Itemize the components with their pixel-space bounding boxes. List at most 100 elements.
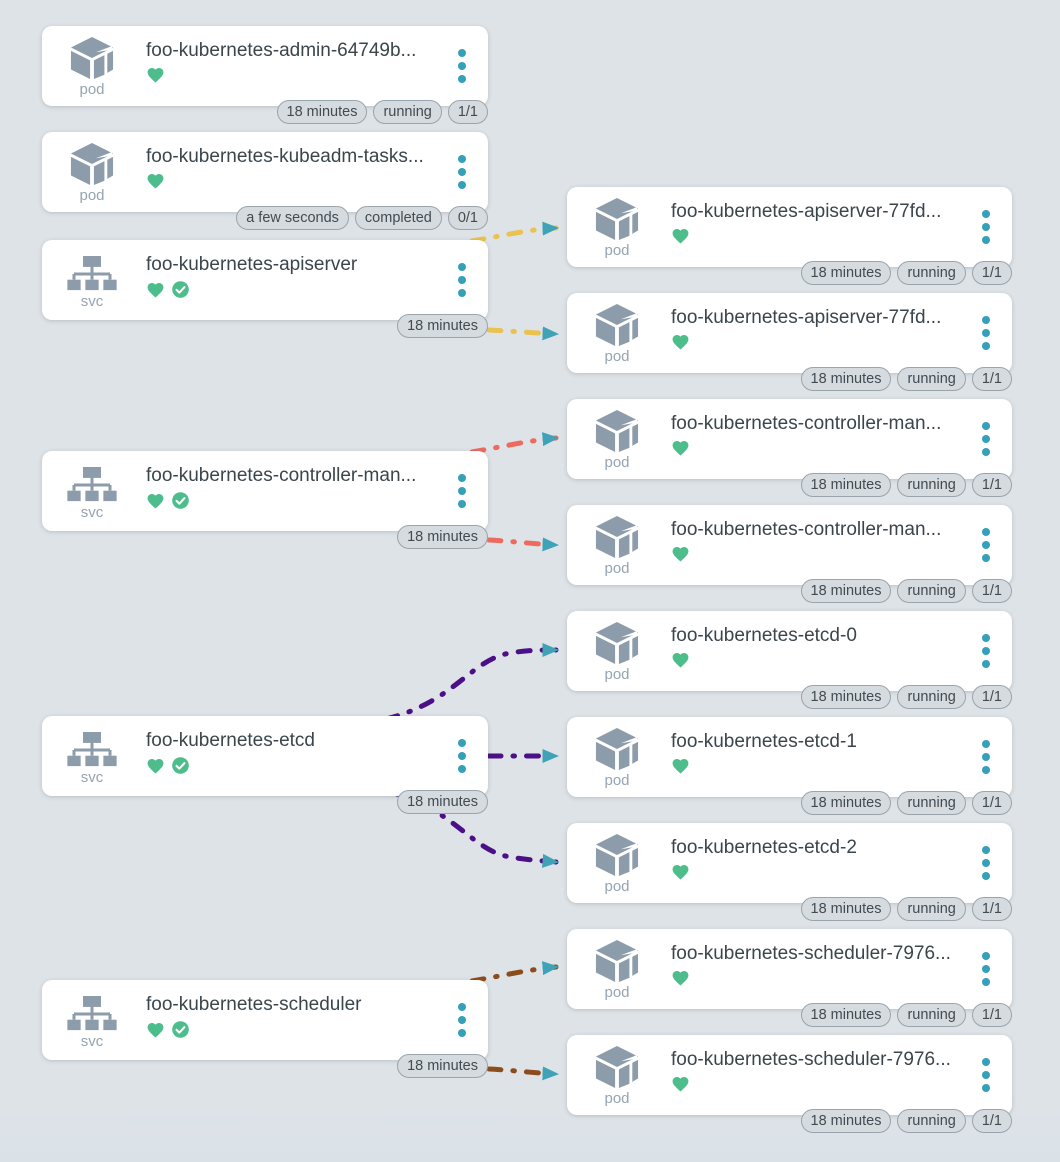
- status-badge: 1/1: [971, 579, 1012, 603]
- resource-title: foo-kubernetes-etcd-1: [671, 731, 857, 752]
- status-icons: [146, 756, 190, 775]
- resource-node-pod-apiserver-1[interactable]: pod foo-kubernetes-apiserver-77fd... 18 …: [567, 187, 1012, 287]
- service-tree-icon: [67, 467, 117, 502]
- resource-node-pod-scheduler-2[interactable]: pod foo-kubernetes-scheduler-7976... 18 …: [567, 1035, 1012, 1135]
- badge-row: 18 minutes running 1/1: [800, 685, 1012, 709]
- resource-title: foo-kubernetes-apiserver: [146, 254, 358, 275]
- resource-node-svc-apiserver[interactable]: svc foo-kubernetes-apiserver 18 minutes: [42, 240, 488, 340]
- node-menu-button[interactable]: [978, 846, 994, 880]
- badge-row: 18 minutes: [397, 314, 488, 338]
- resource-node-pod-admin[interactable]: pod foo-kubernetes-admin-64749b... 18 mi…: [42, 26, 488, 126]
- node-menu-button[interactable]: [978, 634, 994, 668]
- badge-row: 18 minutes running 1/1: [800, 473, 1012, 497]
- node-card[interactable]: pod foo-kubernetes-etcd-0: [567, 611, 1012, 691]
- node-menu-button[interactable]: [454, 474, 470, 508]
- status-badge: 1/1: [971, 261, 1012, 285]
- pod-cube-icon: [595, 303, 639, 347]
- resource-node-pod-controller-2[interactable]: pod foo-kubernetes-controller-man... 18 …: [567, 505, 1012, 605]
- resource-node-pod-controller-1[interactable]: pod foo-kubernetes-controller-man... 18 …: [567, 399, 1012, 499]
- badge-row: 18 minutes running 1/1: [800, 1109, 1012, 1133]
- health-heart-icon: [147, 67, 164, 83]
- node-card[interactable]: pod foo-kubernetes-scheduler-7976...: [567, 1035, 1012, 1115]
- resource-node-svc-controller[interactable]: svc foo-kubernetes-controller-man... 18 …: [42, 451, 488, 551]
- status-icons: [146, 280, 190, 299]
- node-card[interactable]: pod foo-kubernetes-apiserver-77fd...: [567, 187, 1012, 267]
- node-card[interactable]: svc foo-kubernetes-scheduler: [42, 980, 488, 1060]
- status-badge: 18 minutes: [800, 367, 892, 391]
- pod-cube-icon: [70, 142, 114, 186]
- health-heart-icon: [147, 1022, 164, 1038]
- resource-node-svc-etcd[interactable]: svc foo-kubernetes-etcd 18 minutes: [42, 716, 488, 816]
- badge-row: 18 minutes running 1/1: [800, 897, 1012, 921]
- node-menu-button[interactable]: [454, 263, 470, 297]
- resource-icon-block: pod: [64, 35, 120, 97]
- health-heart-icon: [672, 228, 689, 244]
- node-menu-button[interactable]: [978, 210, 994, 244]
- resource-title: foo-kubernetes-etcd: [146, 730, 315, 751]
- node-card[interactable]: svc foo-kubernetes-controller-man...: [42, 451, 488, 531]
- badge-row: 18 minutes running 1/1: [276, 100, 488, 124]
- resource-node-pod-etcd-0[interactable]: pod foo-kubernetes-etcd-0 18 minutes runn…: [567, 611, 1012, 711]
- status-icons: [671, 757, 690, 775]
- node-menu-button[interactable]: [978, 528, 994, 562]
- health-heart-icon: [147, 282, 164, 298]
- status-badge: 18 minutes: [800, 897, 892, 921]
- resource-icon-block: pod: [589, 514, 645, 576]
- status-icons: [671, 439, 690, 457]
- status-badge: 18 minutes: [800, 579, 892, 603]
- resource-node-pod-etcd-2[interactable]: pod foo-kubernetes-etcd-2 18 minutes runn…: [567, 823, 1012, 923]
- node-menu-button[interactable]: [978, 1058, 994, 1092]
- status-icons: [671, 863, 690, 881]
- badge-row: 18 minutes running 1/1: [800, 1003, 1012, 1027]
- status-badge: 1/1: [447, 100, 488, 124]
- pod-cube-icon: [595, 939, 639, 983]
- resource-node-pod-scheduler-1[interactable]: pod foo-kubernetes-scheduler-7976... 18 …: [567, 929, 1012, 1029]
- resource-kind-label: pod: [604, 242, 630, 259]
- resource-title: foo-kubernetes-apiserver-77fd...: [671, 201, 942, 222]
- service-tree-icon: [67, 256, 117, 291]
- node-card[interactable]: svc foo-kubernetes-apiserver: [42, 240, 488, 320]
- node-menu-button[interactable]: [454, 155, 470, 189]
- pod-cube-icon: [595, 1045, 639, 1089]
- status-badge: 18 minutes: [800, 791, 892, 815]
- status-icons: [671, 333, 690, 351]
- resource-kind-label: pod: [79, 81, 105, 98]
- health-heart-icon: [672, 334, 689, 350]
- status-badge: 18 minutes: [397, 525, 488, 549]
- node-card[interactable]: svc foo-kubernetes-etcd: [42, 716, 488, 796]
- node-card[interactable]: pod foo-kubernetes-controller-man...: [567, 505, 1012, 585]
- node-menu-button[interactable]: [454, 1003, 470, 1037]
- resource-node-pod-kubeadm[interactable]: pod foo-kubernetes-kubeadm-tasks... a fe…: [42, 132, 488, 232]
- node-card[interactable]: pod foo-kubernetes-scheduler-7976...: [567, 929, 1012, 1009]
- status-badge: running: [897, 261, 966, 285]
- resource-node-pod-apiserver-2[interactable]: pod foo-kubernetes-apiserver-77fd... 18 …: [567, 293, 1012, 393]
- status-icons: [671, 651, 690, 669]
- node-card[interactable]: pod foo-kubernetes-etcd-2: [567, 823, 1012, 903]
- resource-kind-label: svc: [80, 504, 104, 521]
- node-menu-button[interactable]: [978, 316, 994, 350]
- node-menu-button[interactable]: [978, 422, 994, 456]
- resource-icon-block: pod: [64, 141, 120, 203]
- node-card[interactable]: pod foo-kubernetes-kubeadm-tasks...: [42, 132, 488, 212]
- pod-cube-icon: [595, 197, 639, 241]
- badge-row: a few seconds completed 0/1: [236, 206, 488, 230]
- status-badge: running: [897, 1109, 966, 1133]
- status-badge: running: [897, 1003, 966, 1027]
- node-menu-button[interactable]: [978, 740, 994, 774]
- resource-node-svc-scheduler[interactable]: svc foo-kubernetes-scheduler 18 minutes: [42, 980, 488, 1080]
- node-card[interactable]: pod foo-kubernetes-admin-64749b...: [42, 26, 488, 106]
- badge-row: 18 minutes running 1/1: [800, 261, 1012, 285]
- status-badge: running: [897, 367, 966, 391]
- node-menu-button[interactable]: [454, 49, 470, 83]
- badge-row: 18 minutes: [397, 790, 488, 814]
- node-card[interactable]: pod foo-kubernetes-controller-man...: [567, 399, 1012, 479]
- node-card[interactable]: pod foo-kubernetes-etcd-1: [567, 717, 1012, 797]
- node-menu-button[interactable]: [978, 952, 994, 986]
- status-badge: 18 minutes: [800, 1003, 892, 1027]
- node-card[interactable]: pod foo-kubernetes-apiserver-77fd...: [567, 293, 1012, 373]
- node-menu-button[interactable]: [454, 739, 470, 773]
- badge-row: 18 minutes: [397, 525, 488, 549]
- resource-node-pod-etcd-1[interactable]: pod foo-kubernetes-etcd-1 18 minutes runn…: [567, 717, 1012, 817]
